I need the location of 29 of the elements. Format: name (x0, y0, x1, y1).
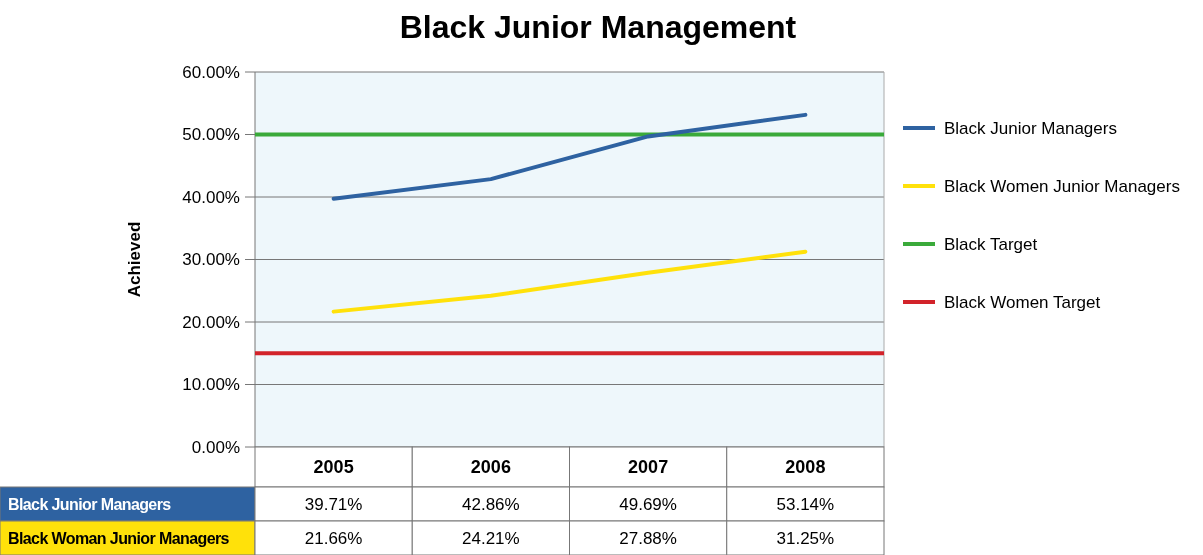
x-tick-label: 2007 (628, 457, 669, 478)
legend-label: Black Women Target (944, 292, 1101, 312)
text: Black Junior Managers (8, 495, 171, 513)
text: Black Woman Junior Managers (8, 529, 230, 547)
y-tick-label: 60.00% (182, 62, 240, 82)
y-tick-label: 40.00% (182, 187, 240, 207)
y-tick-label: 50.00% (182, 125, 240, 145)
y-tick-label: 10.00% (182, 375, 240, 395)
line-series (331, 249, 808, 314)
data-label: 39.71% (304, 494, 363, 514)
legend-label: Black Women Junior Managers (944, 176, 1180, 196)
y-tick-label: 0.00% (191, 437, 240, 457)
data-label: 53.14% (776, 494, 835, 514)
x-tick-label: 2008 (785, 457, 826, 478)
data-label: 21.66% (304, 528, 363, 548)
legend-label: Black Target (944, 234, 1038, 254)
x-tick-label: 2006 (470, 457, 511, 478)
data-label: 27.88% (619, 528, 677, 548)
x-tick-label: 2005 (313, 457, 354, 478)
data-label: 49.69% (619, 494, 677, 514)
data-label: 42.86% (462, 494, 520, 514)
y-tick-label: 30.00% (182, 250, 240, 270)
y-axis-title: Achieved (125, 221, 144, 298)
legend-label: Black Junior Managers (944, 118, 1117, 138)
y-tick-label: 20.00% (182, 312, 240, 332)
chart-title: Black Junior Management (399, 9, 797, 45)
line-series (331, 112, 808, 201)
data-label: 24.21% (462, 528, 520, 548)
data-label: 31.25% (776, 528, 835, 548)
